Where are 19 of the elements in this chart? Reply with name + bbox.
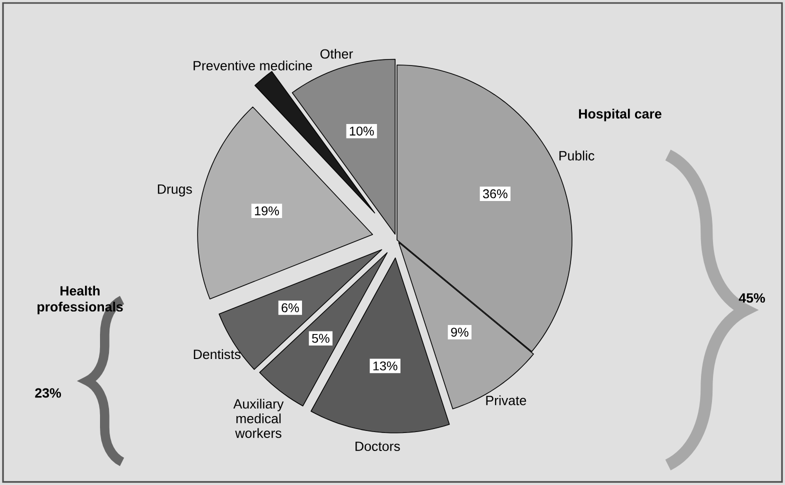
text: 45%: [738, 293, 765, 303]
data-label: 6%: [282, 303, 299, 312]
data-label: 9%: [451, 328, 468, 337]
text: Health professionals: [38, 286, 123, 314]
data-label: 5%: [312, 334, 330, 343]
data-label: 36%: [482, 189, 508, 198]
slice-label: Dentists: [194, 349, 241, 360]
data-label: 10%: [350, 126, 374, 136]
data-label: 13%: [373, 361, 398, 370]
slice-label: Doctors: [356, 442, 400, 451]
data-label: 19%: [255, 206, 279, 216]
slice-label: Private: [486, 395, 526, 406]
slice-label: Public: [559, 150, 594, 160]
text: 23%: [35, 388, 61, 398]
slice-label: Other: [320, 48, 353, 59]
slice-label: Drugs: [158, 184, 192, 196]
slice-label: Auxiliary medical workers: [233, 398, 284, 438]
text: Hospital care: [579, 108, 662, 122]
slice-label: Preventive medicine: [194, 60, 312, 70]
